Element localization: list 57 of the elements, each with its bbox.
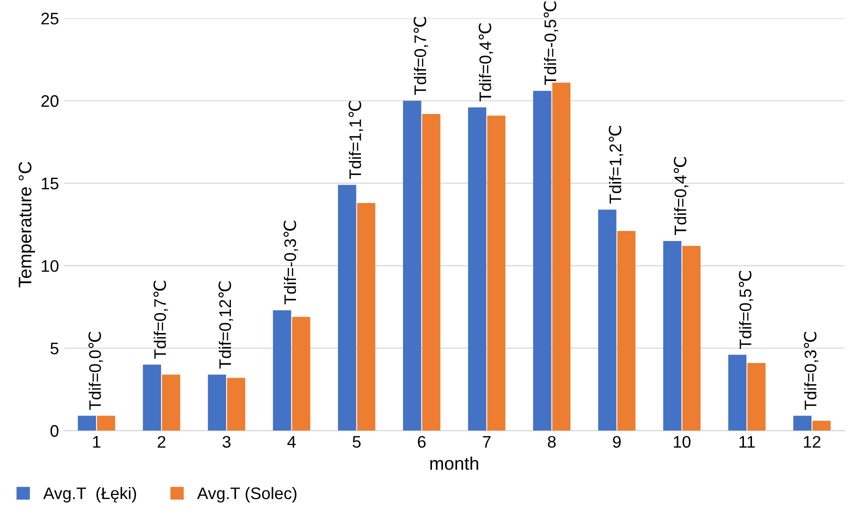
legend-label: Avg.T (Solec) — [197, 486, 296, 503]
bar — [728, 354, 746, 431]
x-tick-label: 1 — [93, 436, 100, 448]
x-tick-label: 10 — [674, 436, 690, 448]
y-tick-label: 15 — [42, 178, 58, 190]
bar — [793, 416, 812, 431]
x-axis-title: month — [430, 456, 478, 470]
bar — [78, 416, 96, 431]
bar — [487, 116, 506, 431]
annotation: Tdif=0,3℃ — [804, 332, 818, 410]
x-tick-label: 7 — [482, 436, 491, 448]
annotation: Tdif=-0,3℃ — [284, 220, 298, 304]
annotation: Tdif=0,5℃ — [738, 270, 754, 349]
bar — [142, 364, 162, 431]
x-tick-label: 5 — [352, 436, 361, 448]
bar — [292, 316, 310, 431]
bar — [598, 210, 616, 431]
annotation: Tdif=0,12℃ — [218, 282, 234, 369]
x-tick-label: 12 — [804, 436, 820, 448]
bar — [468, 107, 486, 431]
bar — [338, 184, 356, 431]
annotation: Tdif=0,7℃ — [414, 16, 428, 95]
x-tick-label: 8 — [548, 436, 556, 448]
annotation: Tdif=1,2℃ — [608, 126, 624, 204]
y-axis-title: Temperature °C — [18, 162, 36, 288]
bar — [682, 246, 701, 431]
annotation: Tdif=0,4℃ — [478, 24, 494, 102]
bar — [422, 114, 440, 431]
bar — [272, 310, 292, 431]
annotation: Tdif=0,7℃ — [153, 280, 168, 359]
bar — [357, 203, 376, 431]
x-tick-label: 11 — [740, 436, 755, 448]
x-tick-label: 2 — [158, 436, 166, 448]
x-tick-label: 3 — [222, 436, 230, 448]
annotation: Tdif=0,0℃ — [88, 332, 103, 410]
x-tick-label: 6 — [418, 436, 426, 448]
bar — [812, 420, 831, 431]
annotation: Tdif=-0,5℃ — [544, 2, 558, 85]
annotation: Tdif=0,4℃ — [674, 157, 688, 236]
bar — [208, 374, 226, 431]
bar — [403, 100, 422, 431]
bar — [747, 363, 766, 431]
y-tick-label: 20 — [41, 95, 58, 107]
bar — [533, 90, 552, 431]
x-tick-label: 4 — [287, 436, 296, 448]
y-tick-label: 0 — [50, 425, 58, 437]
x-tick-label: 9 — [612, 436, 621, 448]
bar — [663, 240, 682, 431]
bar — [227, 378, 246, 431]
y-tick-label: 10 — [42, 260, 58, 272]
y-tick-label: 25 — [41, 12, 58, 24]
y-tick-label: 5 — [50, 342, 58, 354]
bar — [617, 231, 636, 431]
bar — [96, 416, 116, 431]
legend-label: Avg.T (Łęki) — [43, 486, 136, 503]
bar — [162, 374, 180, 431]
annotation: Tdif=1,1℃ — [348, 101, 364, 179]
